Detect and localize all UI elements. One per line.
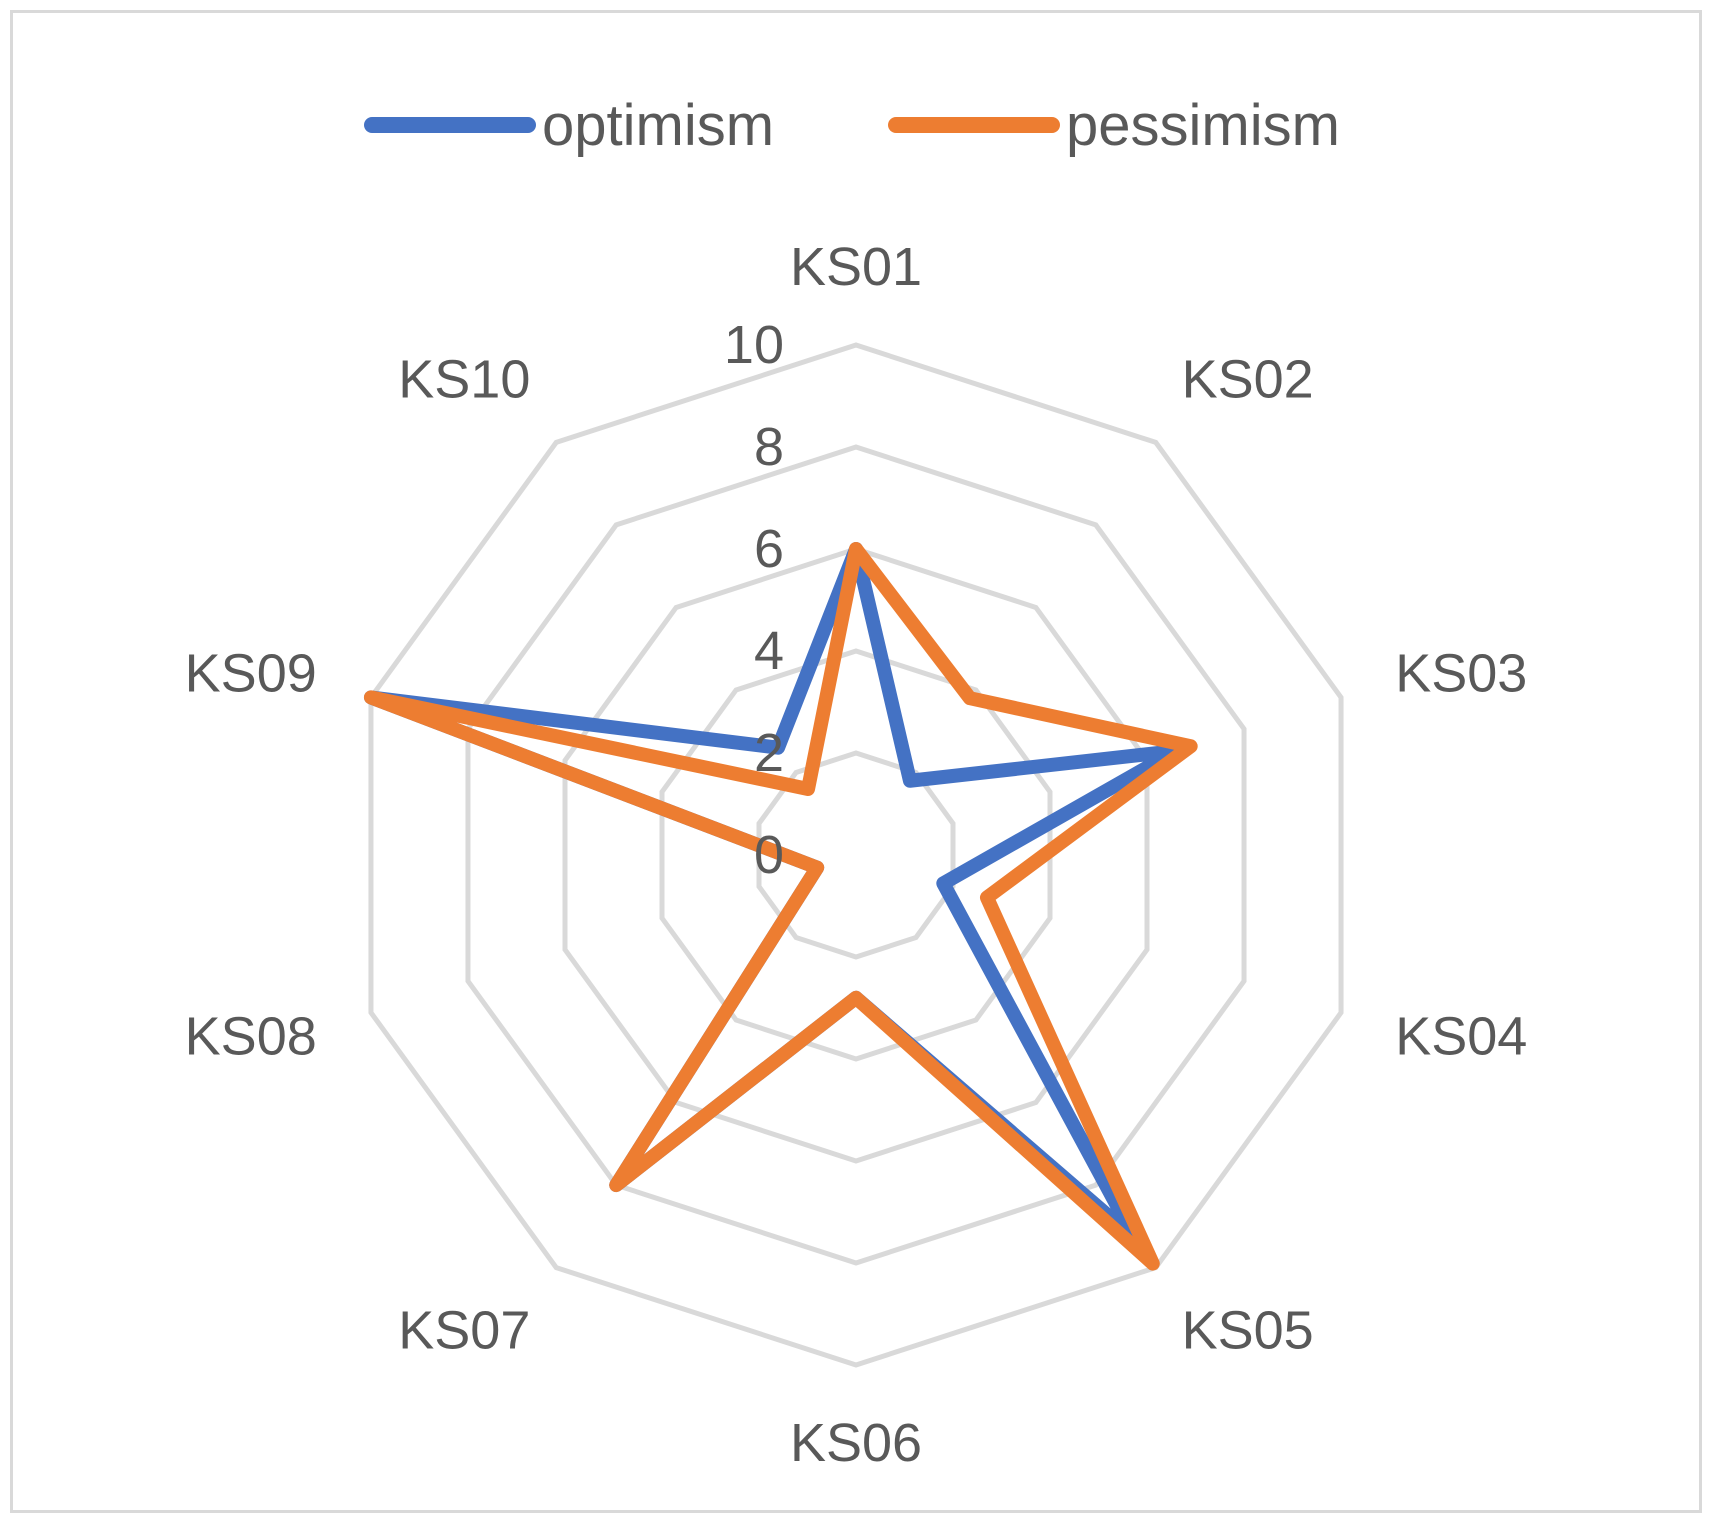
tick-label-2: 2 (754, 723, 784, 783)
legend-label-optimism: optimism (542, 93, 774, 158)
grid-ring-6 (562, 546, 1150, 1164)
legend: optimism pessimism (364, 93, 1340, 158)
axis-label-ks03: KS03 (1395, 643, 1527, 703)
axis-label-ks09: KS09 (185, 643, 317, 703)
tick-label-10: 10 (724, 315, 784, 375)
tick-label-0: 0 (754, 825, 784, 885)
tick-label-8: 8 (754, 417, 784, 477)
grid-ring-2 (756, 750, 956, 960)
tick-label-6: 6 (754, 519, 784, 579)
grid-ring-8 (465, 444, 1247, 1266)
axis-label-layer: KS01 KS02 KS03 KS04 KS05 KS06 KS07 KS08 KS09 KS10 (185, 237, 1528, 1473)
axis-label-ks04: KS04 (1395, 1007, 1527, 1067)
axis-label-ks10: KS10 (398, 349, 530, 409)
axis-label-ks01: KS01 (790, 237, 922, 297)
tick-label-layer: 0 2 4 6 8 10 (724, 315, 784, 885)
grid-layer (368, 342, 1344, 1368)
grid-ring-10 (368, 342, 1344, 1368)
axis-label-ks08: KS08 (185, 1007, 317, 1067)
tick-label-4: 4 (754, 621, 784, 681)
series-line-pessimism (363, 542, 1198, 1271)
axis-label-ks07: KS07 (398, 1301, 530, 1361)
axis-label-ks02: KS02 (1182, 349, 1314, 409)
axis-label-ks05: KS05 (1182, 1301, 1314, 1361)
axis-label-ks06: KS06 (790, 1413, 922, 1473)
legend-label-pessimism: pessimism (1066, 93, 1340, 158)
series-layer (363, 542, 1198, 1271)
